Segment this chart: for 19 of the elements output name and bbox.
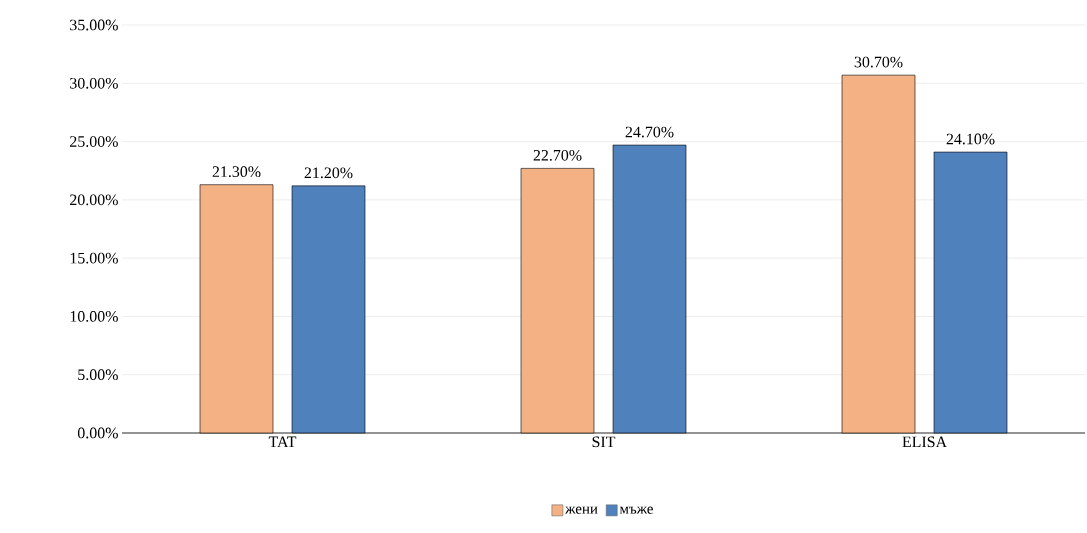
y-tick-label: 15.00%	[70, 252, 118, 264]
data-label: 21.30%	[212, 166, 261, 178]
legend-label: жени	[565, 506, 598, 514]
x-tick-label: SIT	[592, 436, 616, 448]
y-tick-label: 30.00%	[70, 77, 118, 89]
legend-label: мъже	[619, 506, 653, 514]
y-tick-label: 10.00%	[70, 311, 118, 322]
data-label: 24.70%	[625, 126, 674, 138]
y-tick-label: 20.00%	[70, 194, 118, 206]
data-label: 24.10%	[946, 133, 995, 145]
x-tick-label: ELISA	[902, 436, 947, 448]
data-label: 22.70%	[533, 149, 582, 161]
x-tick-label: TAT	[268, 436, 297, 448]
y-tick-label: 5.00%	[78, 369, 118, 381]
y-tick-label: 35.00%	[70, 19, 118, 31]
y-tick-label: 25.00%	[70, 136, 118, 147]
y-tick-label: 0.00%	[77, 427, 118, 439]
data-label: 30.70%	[854, 56, 903, 68]
data-label: 21.20%	[304, 167, 353, 179]
